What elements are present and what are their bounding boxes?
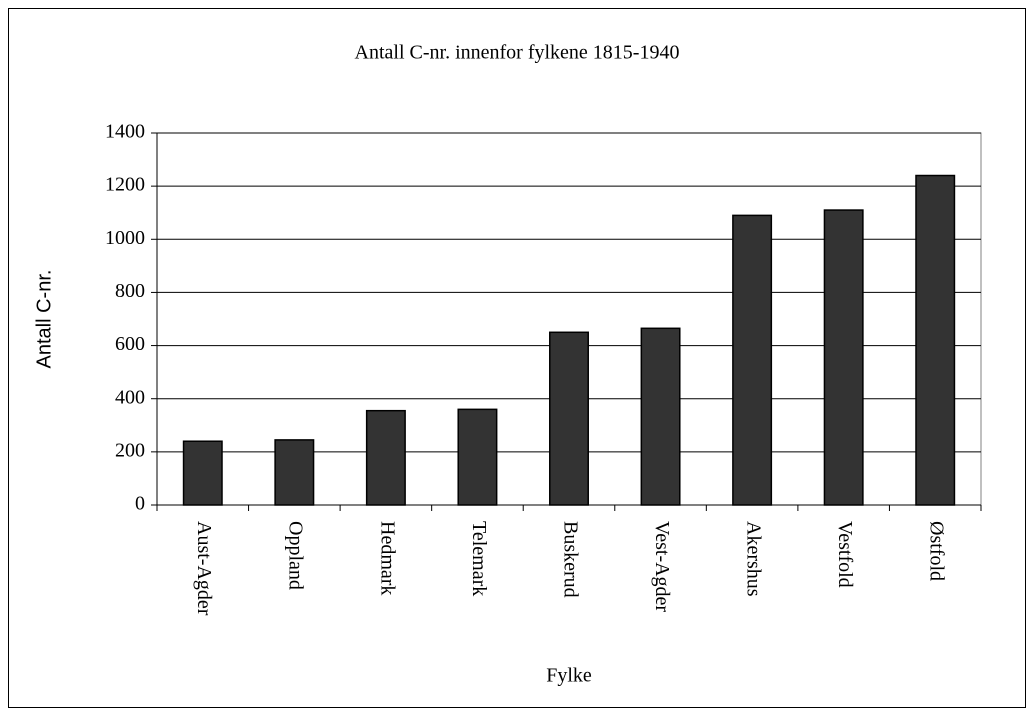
x-tick-label: Telemark	[468, 521, 490, 596]
x-tick-label: Buskerud	[559, 521, 581, 598]
bar	[182, 440, 223, 506]
y-tick-label: 400	[115, 386, 145, 408]
bar	[640, 327, 681, 506]
bar	[823, 209, 864, 506]
bar	[915, 174, 956, 506]
y-axis-label: Antall C-nr.	[33, 270, 55, 369]
y-tick-label: 1000	[105, 227, 145, 249]
x-tick-label: Akershus	[743, 521, 765, 597]
chart-frame	[8, 8, 1026, 708]
x-tick-label: Aust-Agder	[193, 521, 215, 616]
x-tick-label: Østfold	[926, 521, 948, 581]
y-tick-label: 600	[115, 333, 145, 355]
y-tick-label: 800	[115, 280, 145, 302]
x-tick-label: Hedmark	[376, 521, 398, 595]
y-tick-label: 0	[135, 493, 145, 515]
x-tick-label: Oppland	[285, 521, 307, 590]
x-tick-label: Vest-Agder	[651, 521, 673, 612]
x-tick-label: Vestfold	[834, 521, 856, 588]
bar	[274, 439, 315, 506]
bar	[457, 408, 498, 506]
y-tick-label: 1200	[105, 174, 145, 196]
y-tick-label: 200	[115, 439, 145, 461]
y-tick-label: 1400	[105, 121, 145, 143]
x-axis-label: Fylke	[546, 665, 592, 687]
chart-title: Antall C-nr. innenfor fylkene 1815-1940	[355, 42, 680, 64]
bar	[732, 214, 773, 506]
bar	[549, 331, 589, 506]
bar	[365, 409, 406, 506]
